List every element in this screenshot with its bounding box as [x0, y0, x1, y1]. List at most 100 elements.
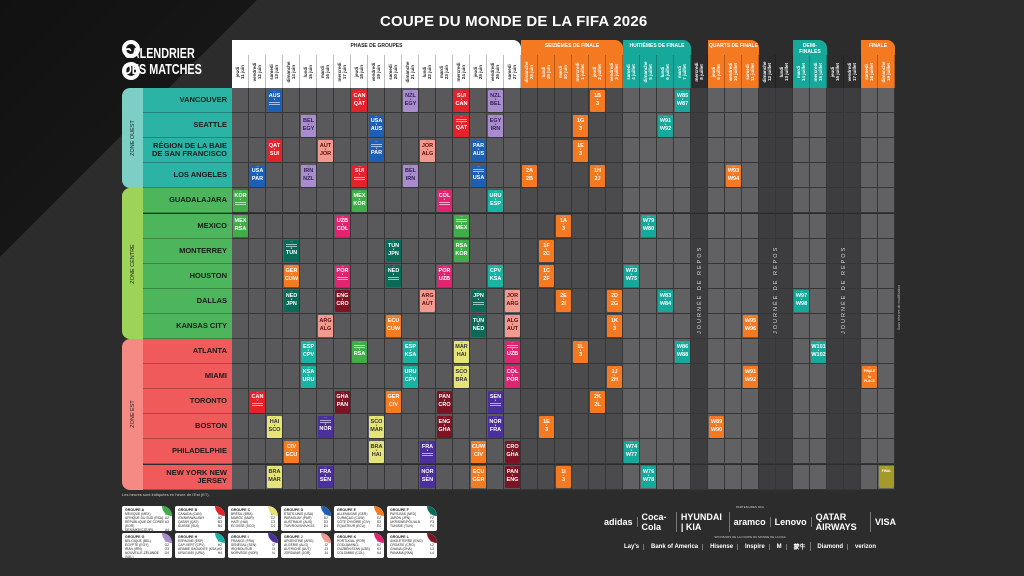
match-card[interactable]: · ·· 1E v 3 — [539, 415, 554, 438]
match-card[interactable]: · ·· ECU v CUW — [386, 315, 401, 338]
match-card[interactable]: · ·· 1L v 3 — [573, 340, 588, 363]
match-card[interactable]: · ·· CRO v GHA — [505, 440, 520, 463]
match-card[interactable]: · ·· AUS v — [267, 89, 282, 112]
match-card[interactable]: · ·· BRA v HAI — [369, 440, 384, 463]
match-card[interactable]: · ·· CPV v KSA — [488, 265, 503, 288]
match-card[interactable]: · ·· FINALE v 3e PLACE — [862, 365, 877, 388]
match-card[interactable]: · ·· RSA v KOR — [454, 240, 469, 263]
match-card[interactable]: · ·· MEX v KOR — [352, 189, 367, 212]
match-card[interactable]: · ·· BEL v IRN — [403, 164, 418, 187]
match-card[interactable]: · ·· W91 v W92 — [743, 365, 758, 388]
match-card[interactable]: · ·· CAN v — [250, 390, 265, 413]
match-card[interactable]: · ·· v NOR — [318, 415, 333, 438]
match-card[interactable]: · ·· NZL v BEL — [488, 89, 503, 112]
match-card[interactable]: · ·· 1H v 2J — [590, 164, 605, 187]
match-card[interactable]: · ·· 1G v 3 — [573, 114, 588, 137]
match-card[interactable]: · ·· JOR v ARG — [505, 290, 520, 313]
match-card[interactable]: · ·· W74 v W77 — [624, 440, 639, 463]
match-card[interactable]: · ·· POR v — [335, 265, 350, 288]
match-card[interactable]: · ·· TUN v NED — [471, 315, 486, 338]
match-card[interactable]: · ·· FINAL — [879, 466, 894, 488]
match-card[interactable]: · ·· KSA v URU — [301, 365, 316, 388]
match-card[interactable]: · ·· 2D v 2G — [607, 290, 622, 313]
match-card[interactable]: · ·· v MEX — [454, 215, 469, 237]
match-card[interactable]: · ·· 2K v 2L — [590, 390, 605, 413]
match-card[interactable]: · ·· NOR v SEN — [420, 466, 435, 488]
match-card[interactable]: · ·· SUI v — [352, 164, 367, 187]
match-card[interactable]: · ·· IRN v NZL — [301, 164, 316, 187]
match-card[interactable]: · ·· ECU v GER — [471, 466, 486, 488]
match-card[interactable]: · ·· W83 v W84 — [658, 290, 673, 313]
match-card[interactable]: · ·· ESP v CPV — [301, 340, 316, 363]
match-card[interactable]: · ·· ARG v ALG — [318, 315, 333, 338]
match-card[interactable]: · ·· CUW v CIV — [471, 440, 486, 463]
match-card[interactable]: · ·· GHA v PAN — [335, 390, 350, 413]
match-card[interactable]: · ·· CAN v QAT — [352, 89, 367, 112]
match-card[interactable]: · ·· HAI v SCO — [267, 415, 282, 438]
match-card[interactable]: · ·· NED v JPN — [284, 290, 299, 313]
match-card[interactable]: · ·· NOR v FRA — [488, 415, 503, 438]
match-card[interactable]: · ·· ENG v CRO — [335, 290, 350, 313]
match-card[interactable]: · ·· W101 v W102 — [811, 340, 826, 363]
match-card[interactable]: · ·· W85 v W87 — [675, 89, 690, 112]
match-card[interactable]: · ·· W91 v W92 — [658, 114, 673, 137]
match-card[interactable]: · ·· 1F v 2C — [539, 240, 554, 263]
match-card[interactable]: · ·· v UZB — [505, 340, 520, 363]
match-card[interactable]: · ·· SCO v BRA — [454, 365, 469, 388]
match-card[interactable]: · ·· PAN v ENG — [505, 466, 520, 488]
match-card[interactable]: · ·· NZL v EGY — [403, 89, 418, 112]
match-card[interactable]: · ·· BEL v EGY — [301, 114, 316, 137]
match-card[interactable]: · ·· EGY v IRN — [488, 114, 503, 137]
match-card[interactable]: · ·· JPN v — [471, 290, 486, 313]
match-card[interactable]: · ·· MAR v HAI — [454, 340, 469, 363]
match-card[interactable]: · ·· GER v CUW — [284, 265, 299, 288]
match-card[interactable]: · ·· 1B v 3 — [590, 89, 605, 112]
match-card[interactable]: · ·· URU v ESP — [488, 189, 503, 212]
match-card[interactable]: · ·· COL v — [437, 189, 452, 212]
match-card[interactable]: · ·· QAT v SUI — [267, 139, 282, 162]
match-card[interactable]: · ·· FRA v — [420, 440, 435, 463]
match-card[interactable]: · ·· ESP v KSA — [403, 340, 418, 363]
match-card[interactable]: · ·· v PAR — [369, 139, 384, 162]
match-card[interactable]: · ·· JOR v ALG — [420, 139, 435, 162]
match-card[interactable]: · ·· KOR v — [233, 189, 248, 212]
match-card[interactable]: · ·· W95 v W96 — [743, 315, 758, 338]
match-card[interactable]: · ·· 1E v 3 — [573, 139, 588, 162]
match-card[interactable]: · ·· ENG v GHA — [437, 415, 452, 438]
match-card[interactable]: · ·· TUN v JPN — [386, 240, 401, 263]
match-card[interactable]: · ·· W76 v W78 — [641, 466, 656, 488]
match-card[interactable]: · ·· PAN v CRO — [437, 390, 452, 413]
match-card[interactable]: · ·· BRA v MAR — [267, 466, 282, 488]
match-card[interactable]: · ·· v TUN — [284, 240, 299, 263]
match-card[interactable]: · ·· USA v AUS — [369, 114, 384, 137]
match-card[interactable]: · ·· W89 v W90 — [709, 415, 724, 438]
match-card[interactable]: · ·· PAR v AUS — [471, 139, 486, 162]
match-card[interactable]: · ·· W73 v W75 — [624, 265, 639, 288]
match-card[interactable]: · ·· v QAT — [454, 114, 469, 137]
match-card[interactable]: · ·· W86 v W88 — [675, 340, 690, 363]
match-card[interactable]: · ·· 1A v 3 — [556, 215, 571, 237]
match-card[interactable]: · ·· USA v PAR — [250, 164, 265, 187]
match-card[interactable]: · ·· 1I v 3 — [556, 466, 571, 488]
match-card[interactable]: · ·· ALG v AUT — [505, 315, 520, 338]
match-card[interactable]: · ·· COL v POR — [505, 365, 520, 388]
match-card[interactable]: · ·· 1K v 3 — [607, 315, 622, 338]
match-card[interactable]: · ·· AUT v JOR — [318, 139, 333, 162]
match-card[interactable]: · ·· SEN v — [488, 390, 503, 413]
match-card[interactable]: · ·· NED v — [386, 265, 401, 288]
match-card[interactable]: · ·· CIV v ECU — [284, 440, 299, 463]
match-card[interactable]: · ·· 2A v 2B — [522, 164, 537, 187]
match-card[interactable]: · ·· SUI v CAN — [454, 89, 469, 112]
match-card[interactable]: · ·· W79 v W80 — [641, 215, 656, 237]
match-card[interactable]: · ·· v USA — [471, 164, 486, 187]
match-card[interactable]: · ·· 1J v 2H — [607, 365, 622, 388]
match-card[interactable]: · ·· POR v UZB — [437, 265, 452, 288]
match-card[interactable]: · ·· MEX v RSA — [233, 215, 248, 237]
match-card[interactable]: · ·· URU v CPV — [403, 365, 418, 388]
match-card[interactable]: · ·· 1C v 2F — [539, 265, 554, 288]
match-card[interactable]: · ·· GER v CIV — [386, 390, 401, 413]
match-card[interactable]: · ·· SCO v MAR — [369, 415, 384, 438]
match-card[interactable]: · ·· ARG v AUT — [420, 290, 435, 313]
match-card[interactable]: · ·· W97 v W98 — [794, 290, 809, 313]
match-card[interactable]: · ·· W93 v W94 — [726, 164, 741, 187]
